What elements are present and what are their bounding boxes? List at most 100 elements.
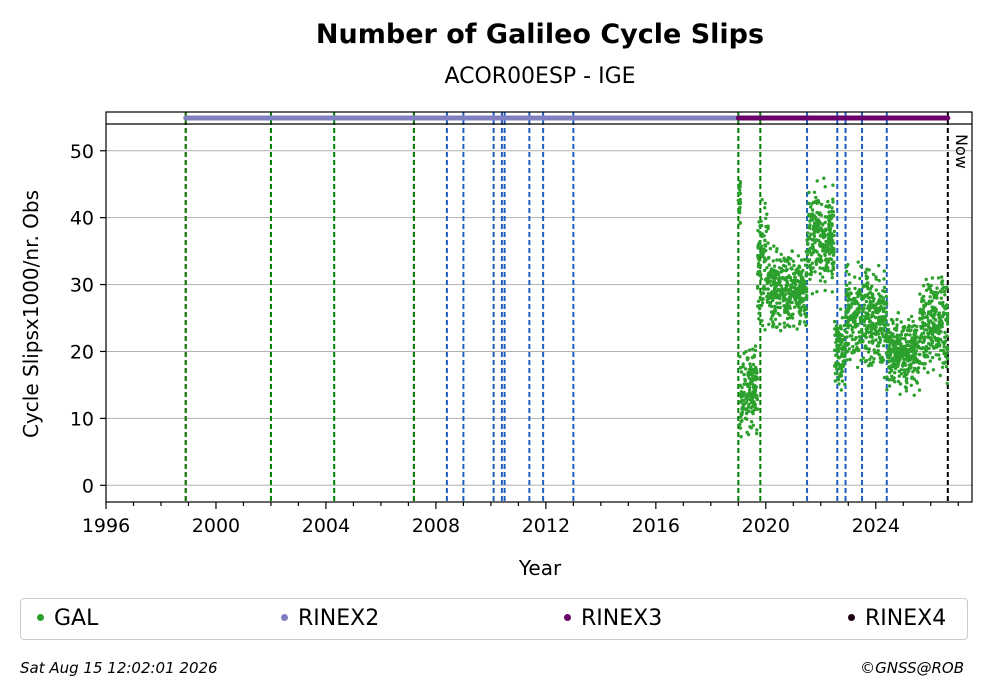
gal-point (938, 373, 942, 378)
gal-point (940, 365, 945, 369)
gal-point (812, 214, 817, 218)
gal-point (804, 271, 809, 275)
gal-point (745, 408, 749, 412)
gal-point (739, 435, 743, 439)
gal-point (907, 347, 911, 352)
gal-point (763, 238, 767, 243)
gal-point (850, 334, 854, 338)
gal-point (763, 328, 767, 332)
gal-point (808, 250, 812, 254)
gal-point (889, 334, 893, 339)
gal-point (922, 366, 926, 370)
gal-point (940, 325, 944, 329)
gal-point (910, 375, 914, 379)
gal-point (820, 222, 824, 226)
gal-point (925, 328, 929, 332)
gal-point (854, 314, 858, 318)
gal-point (878, 328, 883, 333)
gal-point (855, 365, 860, 370)
gal-point (826, 232, 831, 236)
gal-point (832, 247, 836, 251)
gal-point (881, 289, 885, 293)
gal-point (931, 368, 936, 372)
gal-point (830, 224, 834, 228)
gal-point (742, 351, 746, 356)
gal-point (847, 347, 852, 351)
gal-point (903, 337, 907, 341)
gal-point (869, 363, 874, 367)
gal-point (782, 304, 786, 308)
gal-point (874, 315, 878, 320)
gal-point (884, 310, 888, 314)
gal-point (738, 221, 742, 225)
gal-point (879, 357, 884, 361)
gal-point (778, 301, 782, 305)
gal-point (806, 259, 810, 264)
gal-point (895, 339, 900, 344)
gal-point (847, 272, 851, 277)
gal-point (939, 348, 943, 353)
gal-point (775, 301, 779, 305)
gal-point (926, 282, 930, 287)
gal-point (746, 356, 750, 360)
gal-point (812, 232, 816, 236)
gal-point (834, 353, 838, 357)
gal-point (833, 379, 838, 383)
gal-point (904, 389, 909, 393)
gal-point (737, 210, 742, 215)
gal-point (936, 313, 940, 317)
gal-point (902, 324, 907, 329)
gal-point (815, 223, 819, 227)
gal-point (828, 216, 832, 221)
x-tick-label: 2024 (852, 515, 900, 537)
gal-point (895, 317, 899, 322)
gal-point (936, 331, 940, 335)
gal-point (920, 340, 925, 344)
gal-point (769, 294, 773, 298)
gal-point (838, 307, 843, 311)
gal-point (871, 272, 876, 277)
gal-point (815, 210, 819, 215)
gal-point (887, 365, 891, 369)
gal-point (945, 381, 949, 386)
gal-point (892, 376, 896, 380)
gal-point (789, 266, 793, 270)
gal-point (742, 382, 746, 386)
gal-point (774, 249, 779, 254)
gal-point (795, 290, 799, 294)
gal-point (859, 358, 863, 363)
gal-point (821, 244, 826, 248)
x-tick-label: 2000 (192, 515, 240, 537)
gal-point (876, 341, 881, 345)
gal-point (881, 315, 885, 319)
legend-item-rinex3: RINEX3 (564, 607, 662, 631)
gal-point (760, 198, 764, 202)
gal-point (767, 296, 771, 301)
gal-point (819, 254, 823, 259)
gal-point (900, 355, 904, 359)
gal-point (860, 318, 864, 322)
gal-point (857, 348, 861, 352)
gal-point (775, 272, 779, 276)
gal-point (826, 237, 831, 241)
gal-point (755, 286, 760, 290)
gal-point (818, 279, 823, 283)
gal-point (909, 362, 913, 366)
gal-point (904, 386, 909, 390)
gal-point (890, 364, 895, 368)
gal-point (871, 314, 875, 318)
gal-point (767, 255, 771, 260)
gal-point (832, 319, 837, 324)
gal-point (755, 428, 759, 432)
gal-point (786, 255, 791, 260)
gal-point (898, 392, 902, 396)
gal-point (815, 220, 820, 224)
gal-point (909, 328, 913, 332)
gal-point (804, 290, 809, 294)
gal-point (831, 200, 835, 204)
gal-point (821, 230, 825, 234)
gal-point (767, 271, 771, 276)
gal-point (920, 332, 924, 336)
gal-point (788, 296, 793, 300)
gal-point (766, 241, 770, 245)
